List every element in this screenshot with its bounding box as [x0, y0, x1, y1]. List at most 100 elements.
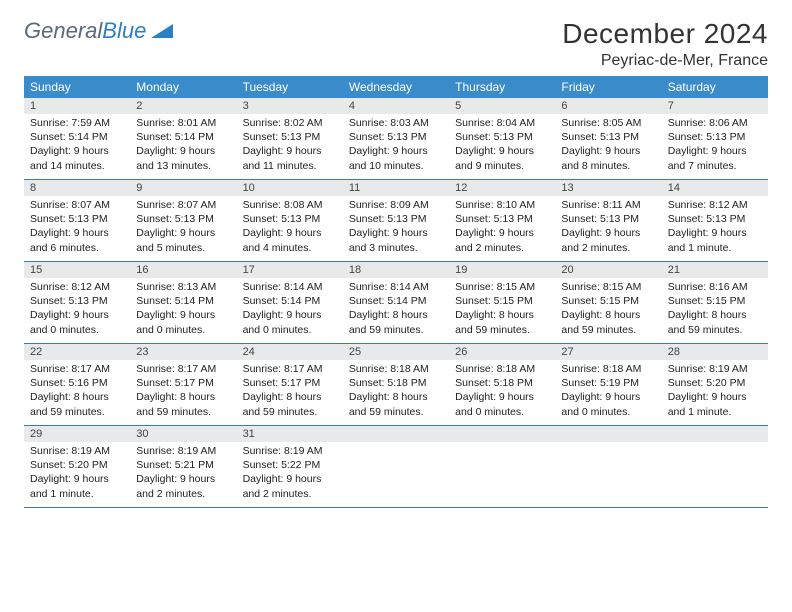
- calendar-day-cell: 24Sunrise: 8:17 AMSunset: 5:17 PMDayligh…: [237, 344, 343, 426]
- sunset-line: Sunset: 5:13 PM: [243, 212, 337, 226]
- daylight-line: Daylight: 9 hours and 11 minutes.: [243, 144, 337, 172]
- calendar-empty-cell: [343, 426, 449, 508]
- daylight-line: Daylight: 9 hours and 4 minutes.: [243, 226, 337, 254]
- sunset-line: Sunset: 5:14 PM: [30, 130, 124, 144]
- daylight-line: Daylight: 9 hours and 7 minutes.: [668, 144, 762, 172]
- day-info: Sunrise: 8:03 AMSunset: 5:13 PMDaylight:…: [343, 114, 449, 173]
- sunset-line: Sunset: 5:18 PM: [455, 376, 549, 390]
- day-number: 21: [662, 262, 768, 278]
- calendar-empty-cell: [662, 426, 768, 508]
- day-info: Sunrise: 8:17 AMSunset: 5:17 PMDaylight:…: [130, 360, 236, 419]
- sunrise-line: Sunrise: 8:16 AM: [668, 280, 762, 294]
- daylight-line: Daylight: 9 hours and 14 minutes.: [30, 144, 124, 172]
- daylight-line: Daylight: 9 hours and 0 minutes.: [136, 308, 230, 336]
- day-info: Sunrise: 8:19 AMSunset: 5:22 PMDaylight:…: [237, 442, 343, 501]
- daylight-line: Daylight: 8 hours and 59 minutes.: [349, 308, 443, 336]
- day-number-empty: [343, 426, 449, 442]
- daylight-line: Daylight: 8 hours and 59 minutes.: [349, 390, 443, 418]
- sunrise-line: Sunrise: 8:01 AM: [136, 116, 230, 130]
- day-number: 2: [130, 98, 236, 114]
- brand-part2: Blue: [102, 18, 146, 44]
- daylight-line: Daylight: 8 hours and 59 minutes.: [136, 390, 230, 418]
- daylight-line: Daylight: 9 hours and 2 minutes.: [455, 226, 549, 254]
- daylight-line: Daylight: 9 hours and 6 minutes.: [30, 226, 124, 254]
- daylight-line: Daylight: 9 hours and 0 minutes.: [30, 308, 124, 336]
- sunrise-line: Sunrise: 8:03 AM: [349, 116, 443, 130]
- daylight-line: Daylight: 8 hours and 59 minutes.: [243, 390, 337, 418]
- sunrise-line: Sunrise: 8:15 AM: [455, 280, 549, 294]
- page-title: December 2024: [562, 18, 768, 50]
- calendar-day-cell: 14Sunrise: 8:12 AMSunset: 5:13 PMDayligh…: [662, 180, 768, 262]
- sunrise-line: Sunrise: 8:10 AM: [455, 198, 549, 212]
- day-number-empty: [662, 426, 768, 442]
- sunrise-line: Sunrise: 8:04 AM: [455, 116, 549, 130]
- day-info: Sunrise: 8:11 AMSunset: 5:13 PMDaylight:…: [555, 196, 661, 255]
- sunrise-line: Sunrise: 8:15 AM: [561, 280, 655, 294]
- day-number: 12: [449, 180, 555, 196]
- day-number: 22: [24, 344, 130, 360]
- sunrise-line: Sunrise: 8:19 AM: [136, 444, 230, 458]
- daylight-line: Daylight: 8 hours and 59 minutes.: [668, 308, 762, 336]
- sunset-line: Sunset: 5:14 PM: [136, 130, 230, 144]
- calendar-empty-cell: [555, 426, 661, 508]
- day-number: 31: [237, 426, 343, 442]
- day-info: Sunrise: 8:17 AMSunset: 5:16 PMDaylight:…: [24, 360, 130, 419]
- day-info: Sunrise: 8:12 AMSunset: 5:13 PMDaylight:…: [662, 196, 768, 255]
- calendar-day-cell: 21Sunrise: 8:16 AMSunset: 5:15 PMDayligh…: [662, 262, 768, 344]
- calendar-day-cell: 12Sunrise: 8:10 AMSunset: 5:13 PMDayligh…: [449, 180, 555, 262]
- sunset-line: Sunset: 5:13 PM: [30, 294, 124, 308]
- weekday-header: Friday: [555, 76, 661, 98]
- calendar-day-cell: 27Sunrise: 8:18 AMSunset: 5:19 PMDayligh…: [555, 344, 661, 426]
- daylight-line: Daylight: 9 hours and 10 minutes.: [349, 144, 443, 172]
- calendar-day-cell: 5Sunrise: 8:04 AMSunset: 5:13 PMDaylight…: [449, 98, 555, 180]
- daylight-line: Daylight: 9 hours and 2 minutes.: [561, 226, 655, 254]
- brand-triangle-icon: [151, 18, 173, 44]
- brand-logo: GeneralBlue: [24, 18, 173, 44]
- day-info: Sunrise: 8:18 AMSunset: 5:18 PMDaylight:…: [449, 360, 555, 419]
- weekday-header: Wednesday: [343, 76, 449, 98]
- daylight-line: Daylight: 9 hours and 13 minutes.: [136, 144, 230, 172]
- sunrise-line: Sunrise: 8:17 AM: [30, 362, 124, 376]
- sunset-line: Sunset: 5:13 PM: [561, 130, 655, 144]
- sunset-line: Sunset: 5:13 PM: [455, 212, 549, 226]
- day-info: Sunrise: 8:17 AMSunset: 5:17 PMDaylight:…: [237, 360, 343, 419]
- daylight-line: Daylight: 8 hours and 59 minutes.: [455, 308, 549, 336]
- day-info: Sunrise: 8:10 AMSunset: 5:13 PMDaylight:…: [449, 196, 555, 255]
- sunset-line: Sunset: 5:19 PM: [561, 376, 655, 390]
- day-number: 18: [343, 262, 449, 278]
- daylight-line: Daylight: 9 hours and 3 minutes.: [349, 226, 443, 254]
- calendar-day-cell: 26Sunrise: 8:18 AMSunset: 5:18 PMDayligh…: [449, 344, 555, 426]
- day-info: Sunrise: 7:59 AMSunset: 5:14 PMDaylight:…: [24, 114, 130, 173]
- sunset-line: Sunset: 5:20 PM: [668, 376, 762, 390]
- sunrise-line: Sunrise: 8:17 AM: [136, 362, 230, 376]
- sunset-line: Sunset: 5:14 PM: [136, 294, 230, 308]
- calendar-day-cell: 9Sunrise: 8:07 AMSunset: 5:13 PMDaylight…: [130, 180, 236, 262]
- day-info: Sunrise: 8:09 AMSunset: 5:13 PMDaylight:…: [343, 196, 449, 255]
- day-info: Sunrise: 8:19 AMSunset: 5:21 PMDaylight:…: [130, 442, 236, 501]
- day-info: Sunrise: 8:14 AMSunset: 5:14 PMDaylight:…: [343, 278, 449, 337]
- sunrise-line: Sunrise: 8:19 AM: [668, 362, 762, 376]
- calendar-day-cell: 8Sunrise: 8:07 AMSunset: 5:13 PMDaylight…: [24, 180, 130, 262]
- sunset-line: Sunset: 5:13 PM: [243, 130, 337, 144]
- sunrise-line: Sunrise: 8:18 AM: [561, 362, 655, 376]
- calendar-body: 1Sunrise: 7:59 AMSunset: 5:14 PMDaylight…: [24, 98, 768, 508]
- sunset-line: Sunset: 5:13 PM: [668, 212, 762, 226]
- calendar-day-cell: 4Sunrise: 8:03 AMSunset: 5:13 PMDaylight…: [343, 98, 449, 180]
- sunrise-line: Sunrise: 8:18 AM: [455, 362, 549, 376]
- calendar-day-cell: 30Sunrise: 8:19 AMSunset: 5:21 PMDayligh…: [130, 426, 236, 508]
- sunset-line: Sunset: 5:17 PM: [136, 376, 230, 390]
- daylight-line: Daylight: 8 hours and 59 minutes.: [561, 308, 655, 336]
- weekday-header: Thursday: [449, 76, 555, 98]
- day-number: 28: [662, 344, 768, 360]
- calendar-day-cell: 2 Sunrise: 8:01 AMSunset: 5:14 PMDaylight…: [130, 98, 236, 180]
- sunrise-line: Sunrise: 8:19 AM: [30, 444, 124, 458]
- calendar-day-cell: 29Sunrise: 8:19 AMSunset: 5:20 PMDayligh…: [24, 426, 130, 508]
- sunset-line: Sunset: 5:14 PM: [349, 294, 443, 308]
- day-number: 25: [343, 344, 449, 360]
- calendar-day-cell: 18Sunrise: 8:14 AMSunset: 5:14 PMDayligh…: [343, 262, 449, 344]
- day-number: 16: [130, 262, 236, 278]
- day-info: Sunrise: 8:12 AMSunset: 5:13 PMDaylight:…: [24, 278, 130, 337]
- sunset-line: Sunset: 5:13 PM: [349, 130, 443, 144]
- sunrise-line: Sunrise: 8:19 AM: [243, 444, 337, 458]
- day-number: 27: [555, 344, 661, 360]
